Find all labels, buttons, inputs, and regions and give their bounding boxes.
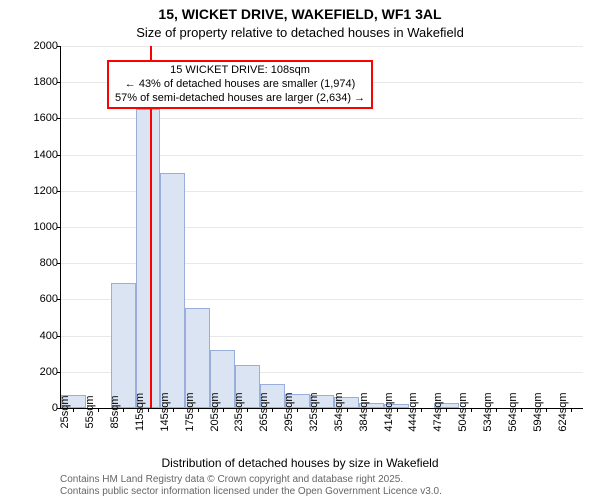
x-tick-label: 265sqm: [258, 392, 270, 431]
x-tick-label: 504sqm: [457, 392, 469, 431]
x-tick-mark: [322, 408, 323, 412]
x-tick-mark: [372, 408, 373, 412]
x-tick-label: 534sqm: [482, 392, 494, 431]
y-tick-mark: [57, 227, 61, 228]
annotation-line-1: 15 WICKET DRIVE: 108sqm: [115, 64, 365, 78]
credits-line-1: Contains HM Land Registry data © Crown c…: [60, 474, 442, 486]
x-tick-mark: [198, 408, 199, 412]
x-tick-label: 624sqm: [557, 392, 569, 431]
y-tick-mark: [57, 372, 61, 373]
x-tick-mark: [421, 408, 422, 412]
x-tick-mark: [123, 408, 124, 412]
y-tick-label: 1200: [34, 185, 58, 197]
x-tick-label: 474sqm: [432, 392, 444, 431]
y-tick-label: 1800: [34, 76, 58, 88]
x-tick-label: 55sqm: [84, 395, 96, 428]
credits: Contains HM Land Registry data © Crown c…: [60, 474, 442, 498]
y-tick-mark: [57, 191, 61, 192]
x-tick-mark: [446, 408, 447, 412]
x-tick-label: 145sqm: [159, 392, 171, 431]
x-tick-mark: [173, 408, 174, 412]
y-tick-label: 800: [40, 257, 58, 269]
x-tick-label: 115sqm: [134, 393, 146, 431]
x-tick-label: 384sqm: [358, 392, 370, 431]
gridline: [61, 46, 583, 47]
annotation-box: 15 WICKET DRIVE: 108sqm← 43% of detached…: [107, 60, 373, 109]
y-tick-label: 400: [40, 330, 58, 342]
histogram-plot: 020040060080010001200140016001800200025s…: [60, 46, 583, 409]
x-axis-label: Distribution of detached houses by size …: [0, 456, 600, 470]
x-tick-mark: [546, 408, 547, 412]
y-tick-label: 1000: [34, 221, 58, 233]
histogram-bar: [111, 283, 136, 408]
chart-subtitle: Size of property relative to detached ho…: [0, 25, 600, 40]
x-tick-mark: [521, 408, 522, 412]
x-tick-mark: [148, 408, 149, 412]
x-tick-mark: [397, 408, 398, 412]
x-tick-mark: [272, 408, 273, 412]
x-tick-mark: [297, 408, 298, 412]
x-tick-label: 295sqm: [283, 392, 295, 431]
y-tick-label: 2000: [34, 40, 58, 52]
x-tick-mark: [223, 408, 224, 412]
y-tick-mark: [57, 155, 61, 156]
x-tick-label: 564sqm: [507, 392, 519, 431]
y-tick-label: 200: [40, 366, 58, 378]
x-tick-label: 235sqm: [233, 392, 245, 431]
y-tick-mark: [57, 336, 61, 337]
y-tick-mark: [57, 263, 61, 264]
x-tick-label: 414sqm: [383, 392, 395, 431]
x-tick-label: 25sqm: [59, 395, 71, 428]
x-tick-mark: [247, 408, 248, 412]
y-tick-mark: [57, 118, 61, 119]
y-tick-mark: [57, 82, 61, 83]
x-tick-label: 354sqm: [333, 392, 345, 431]
y-tick-label: 600: [40, 293, 58, 305]
annotation-line-2: ← 43% of detached houses are smaller (1,…: [115, 78, 365, 92]
x-tick-mark: [496, 408, 497, 412]
x-tick-mark: [571, 408, 572, 412]
x-tick-label: 205sqm: [209, 392, 221, 431]
y-tick-mark: [57, 46, 61, 47]
x-tick-label: 444sqm: [407, 392, 419, 431]
x-tick-mark: [347, 408, 348, 412]
x-tick-mark: [73, 408, 74, 412]
y-tick-label: 1600: [34, 112, 58, 124]
x-tick-mark: [98, 408, 99, 412]
x-tick-label: 325sqm: [308, 392, 320, 431]
x-tick-label: 85sqm: [109, 395, 121, 428]
credits-line-2: Contains public sector information licen…: [60, 486, 442, 498]
histogram-bar: [160, 173, 185, 408]
x-tick-label: 175sqm: [184, 392, 196, 431]
y-tick-mark: [57, 299, 61, 300]
x-tick-label: 594sqm: [532, 392, 544, 431]
annotation-line-3: 57% of semi-detached houses are larger (…: [115, 92, 365, 106]
x-tick-mark: [471, 408, 472, 412]
chart-title: 15, WICKET DRIVE, WAKEFIELD, WF1 3AL: [0, 6, 600, 22]
histogram-bar: [136, 109, 161, 408]
y-tick-label: 1400: [34, 149, 58, 161]
